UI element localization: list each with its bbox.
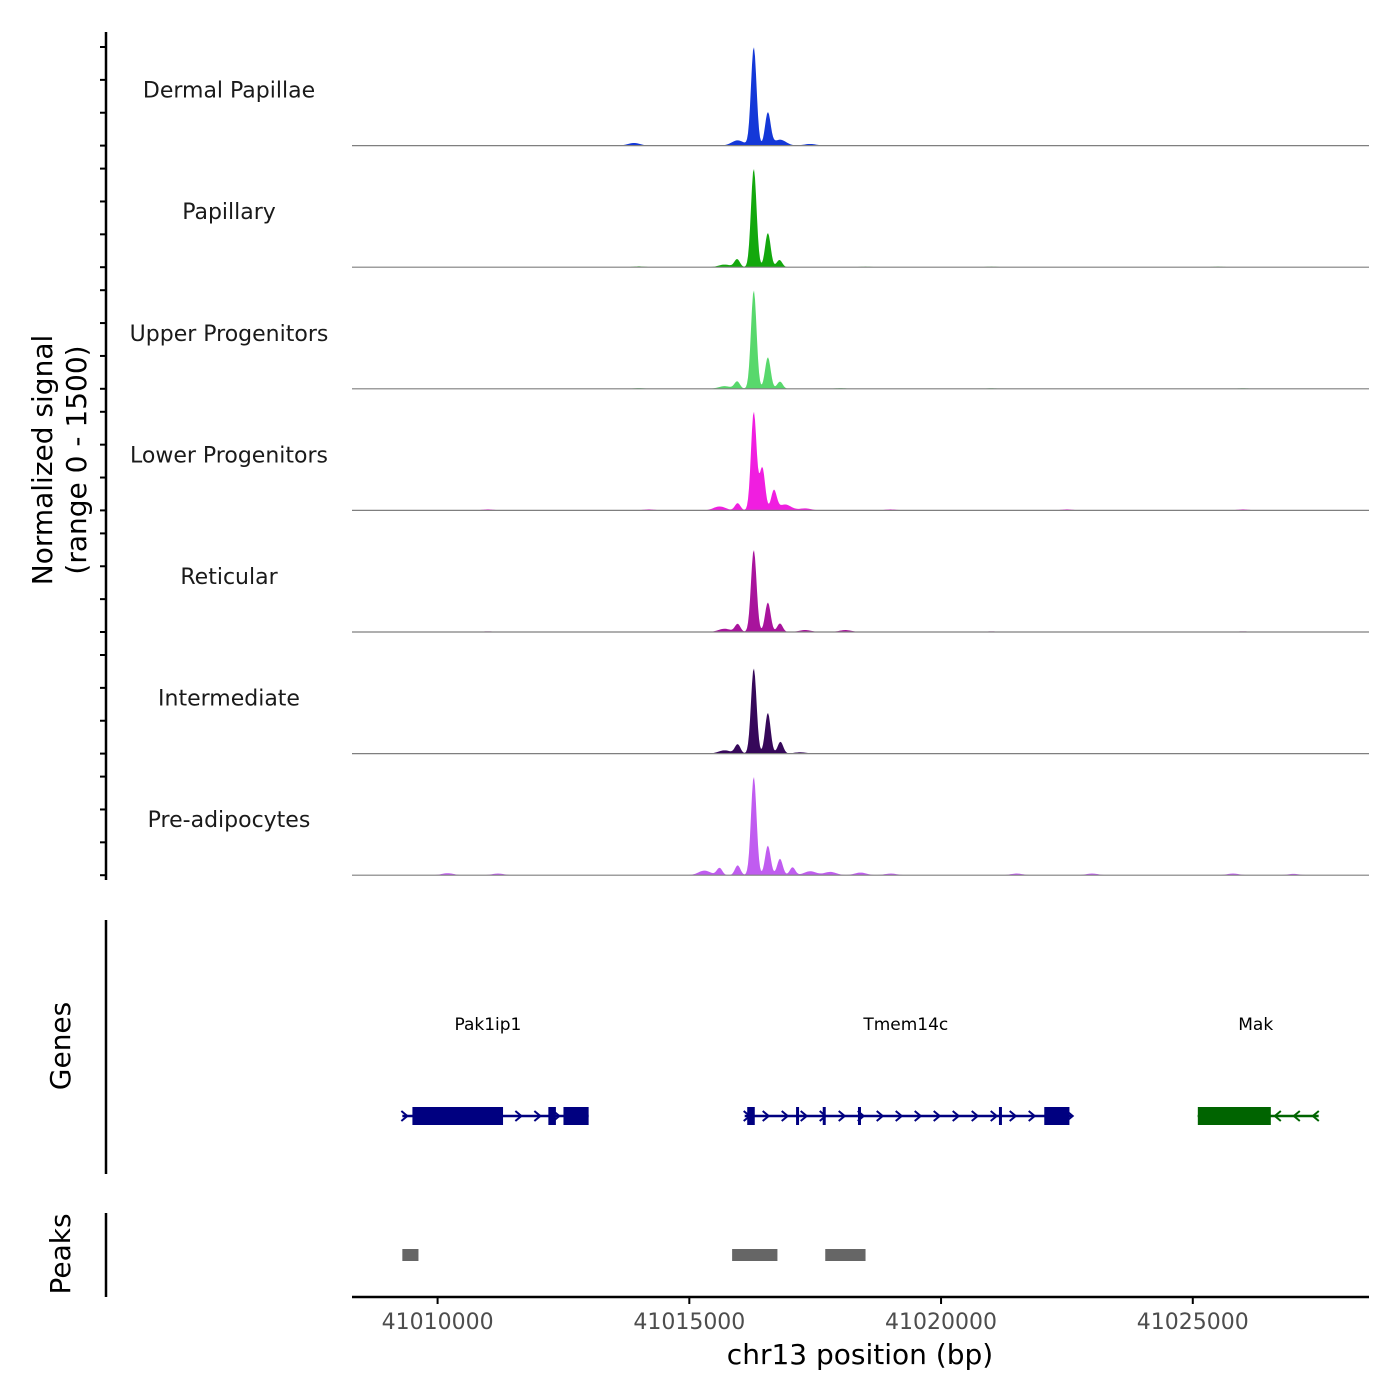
y-axis-title-line2: (range 0 - 1500) [60, 345, 93, 574]
gene-exon [1044, 1107, 1070, 1125]
strand-arrow [1009, 1110, 1018, 1122]
gene-tmem14c: Tmem14c [743, 1015, 1075, 1125]
strand-arrow [400, 1110, 409, 1122]
strand-arrow [990, 1110, 999, 1122]
track-signal-area [352, 168, 1369, 268]
track-label: Intermediate [158, 687, 300, 712]
track-label: Pre-adipocytes [148, 808, 311, 833]
track-label: Reticular [180, 565, 278, 590]
gene-mak: Mak [1197, 1015, 1320, 1125]
gene-exon [563, 1107, 589, 1125]
track-intermediate: Intermediate [158, 668, 1369, 755]
gene-label: Tmem14c [862, 1015, 948, 1035]
x-axis-title: chr13 position (bp) [727, 1338, 993, 1371]
track-upper-progenitors: Upper Progenitors [130, 290, 1369, 390]
peaks-axis-title: Peaks [44, 1213, 77, 1294]
coverage-tracks: Dermal Papillae Papillary Upper Progenitor… [130, 47, 1369, 876]
track-signal-area [352, 776, 1369, 876]
coverage-y-axis-ticks [100, 46, 106, 877]
strand-arrow [971, 1110, 980, 1122]
x-tick-label: 41015000 [633, 1310, 745, 1335]
strand-arrow [838, 1110, 847, 1122]
gene-pak1ip1: Pak1ip1 [400, 1015, 589, 1125]
peak-region [402, 1249, 419, 1261]
track-label: Papillary [182, 200, 276, 225]
strand-arrow [533, 1110, 542, 1122]
strand-arrow [1273, 1110, 1282, 1122]
track-dermal-papillae: Dermal Papillae [143, 47, 1369, 147]
strand-arrow [876, 1110, 885, 1122]
strand-arrow [762, 1110, 771, 1122]
x-tick-label: 41025000 [1137, 1310, 1249, 1335]
gene-label: Pak1ip1 [454, 1015, 521, 1035]
strand-arrow [1311, 1110, 1320, 1122]
peak-region [825, 1249, 866, 1261]
y-axis-title-line1: Normalized signal [26, 335, 59, 586]
gene-exon [822, 1107, 826, 1125]
gene-exon [796, 1107, 800, 1125]
y-axis-title: Normalized signal (range 0 - 1500) [26, 335, 93, 586]
gene-exon [1197, 1107, 1271, 1125]
x-axis-ticks: 41010000 41015000 41020000 41025000 [382, 1297, 1249, 1335]
track-signal-area [352, 47, 1369, 146]
gene-exon [412, 1107, 504, 1125]
strand-arrow [781, 1110, 790, 1122]
track-signal-area [352, 550, 1369, 632]
genes-axis-title: Genes [44, 1002, 77, 1090]
x-tick-label: 41010000 [382, 1310, 494, 1335]
track-pre-adipocytes: Pre-adipocytes [148, 776, 1369, 876]
track-lower-progenitors: Lower Progenitors [130, 411, 1369, 511]
track-signal-area [352, 411, 1369, 511]
gene-exon [998, 1107, 1002, 1125]
gene-exon [747, 1107, 755, 1125]
peak-regions-track [402, 1249, 866, 1261]
gene-exon [857, 1107, 861, 1125]
strand-arrow [800, 1110, 809, 1122]
strand-arrow [914, 1110, 923, 1122]
track-papillary: Papillary [182, 168, 1369, 268]
strand-arrow [895, 1110, 904, 1122]
track-label: Dermal Papillae [143, 79, 315, 104]
gene-label: Mak [1238, 1015, 1273, 1035]
track-reticular: Reticular [180, 550, 1369, 633]
track-label: Upper Progenitors [130, 322, 329, 347]
track-signal-area [352, 668, 1369, 754]
track-label: Lower Progenitors [130, 443, 328, 468]
gene-annotation-track: Pak1ip1 Tmem14c Mak [400, 1015, 1320, 1125]
strand-arrow [1292, 1110, 1301, 1122]
peak-region [732, 1249, 778, 1261]
strand-arrow [514, 1110, 523, 1122]
strand-arrow [933, 1110, 942, 1122]
strand-arrow [1028, 1110, 1037, 1122]
track-signal-area [352, 290, 1369, 389]
x-tick-label: 41020000 [885, 1310, 997, 1335]
gene-exon [548, 1107, 556, 1125]
strand-arrow [952, 1110, 961, 1122]
